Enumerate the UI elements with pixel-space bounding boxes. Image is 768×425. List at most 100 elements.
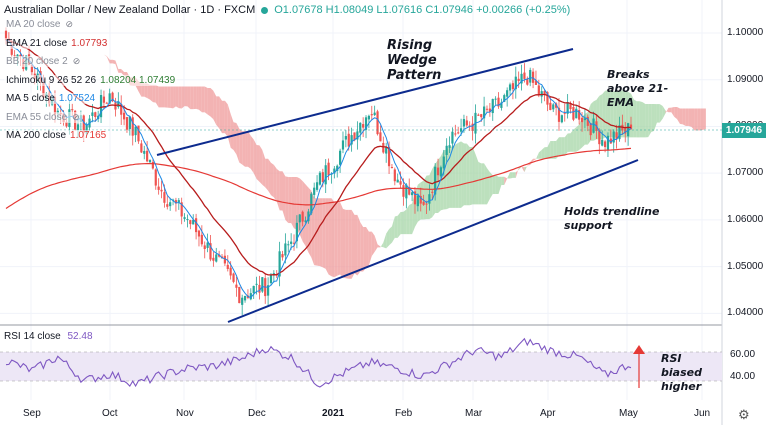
cloud-segment (576, 124, 580, 152)
cloud-segment (573, 127, 577, 152)
candle (523, 63, 526, 83)
cloud-segment (636, 101, 640, 138)
cloud-segment (510, 172, 513, 179)
candle (356, 121, 359, 150)
candle (390, 164, 394, 169)
candle (261, 277, 264, 293)
candle (186, 214, 189, 228)
symbol-title[interactable]: Australian Dollar / New Zealand Dollar ·… (4, 4, 256, 16)
cloud-segment (391, 216, 395, 243)
candle (324, 159, 327, 193)
candle (252, 285, 255, 299)
cloud-segment (553, 140, 557, 159)
candle (477, 113, 480, 116)
cloud-segment (233, 122, 237, 155)
eye-hidden-icon[interactable]: ⊘ (72, 111, 80, 122)
cloud-segment (478, 161, 482, 205)
eye-hidden-icon[interactable]: ⊘ (65, 19, 74, 29)
cloud-segment (360, 222, 364, 272)
indicator-legend-item[interactable]: MA 5 close 1.07524 (4, 93, 98, 104)
cloud-segment (651, 103, 655, 133)
candle (94, 111, 97, 122)
cloud-segment (475, 153, 479, 205)
cloud-segment (213, 90, 217, 125)
cloud-segment (242, 131, 246, 167)
cloud-segment (317, 198, 320, 267)
candle (281, 250, 284, 261)
chart-header: Australian Dollar / New Zealand Dollar ·… (4, 4, 570, 16)
indicator-name: EMA 21 close (6, 37, 68, 49)
cloud-segment (198, 86, 202, 113)
indicator-legend-item[interactable]: MA 200 close 1.07165 (4, 130, 109, 141)
candle (243, 295, 247, 303)
cloud-segment (342, 208, 346, 279)
cloud-segment (141, 83, 145, 97)
cloud-segment (374, 235, 378, 252)
rsi-arrow-head (633, 345, 645, 354)
cloud-segment (538, 149, 542, 159)
cloud-segment (394, 215, 398, 238)
cloud-segment (682, 108, 686, 126)
time-tick-label: Nov (176, 408, 194, 419)
ohlc-values: O1.07678 H1.08049 L1.07616 C1.07946 +0.0… (274, 4, 571, 16)
price-tick-label: 1.10000 (727, 27, 764, 39)
time-tick-label: Oct (102, 408, 118, 419)
indicator-legend-item[interactable]: EMA 55 close ⊘ (4, 111, 82, 123)
cloud-segment (247, 131, 251, 169)
cloud-segment (544, 147, 548, 159)
cloud-segment (201, 86, 205, 113)
cloud-segment (181, 86, 185, 109)
candle (148, 159, 152, 164)
cloud-segment (314, 198, 318, 266)
candle (454, 124, 457, 137)
indicator-name: MA 200 close (6, 130, 67, 141)
cloud-segment (458, 141, 462, 208)
indicator-legend-item[interactable]: EMA 21 close 1.07793 (4, 37, 110, 49)
cloud-segment (466, 143, 470, 206)
cloud-segment (654, 103, 657, 131)
cloud-segment (331, 198, 335, 278)
rsi-line (5, 337, 632, 388)
candle (235, 276, 238, 297)
candle (292, 234, 296, 251)
cloud-segment (426, 175, 430, 220)
cloud-segment (147, 83, 151, 100)
cloud-segment (253, 139, 257, 180)
cloud-segment (112, 59, 116, 65)
candle (517, 71, 520, 88)
time-tick-label: Mar (465, 408, 483, 419)
cloud-segment (204, 86, 208, 115)
cloud-segment (328, 198, 332, 277)
cloud-segment (279, 171, 283, 211)
cloud-segment (219, 96, 223, 134)
eye-hidden-icon[interactable]: ⊘ (72, 56, 81, 66)
cloud-segment (498, 176, 502, 195)
indicator-legend-item[interactable]: BB 20 close 2 ⊘ (4, 56, 83, 67)
candle (543, 89, 546, 102)
candle (304, 216, 307, 224)
cloud-segment (541, 147, 545, 159)
candle (313, 182, 316, 199)
candle (295, 215, 298, 249)
cloud-segment (677, 107, 680, 124)
cloud-segment (222, 100, 225, 134)
cloud-segment (688, 108, 692, 127)
price-tick-label: 1.09000 (727, 73, 764, 85)
indicator-legend-item[interactable]: Ichimoku 9 26 52 26 1.08204 1.07439 (4, 74, 178, 86)
gear-icon[interactable]: ⚙ (738, 407, 750, 422)
candle (344, 130, 347, 148)
cloud-segment (582, 113, 585, 148)
candle (379, 125, 382, 142)
candle (578, 101, 581, 125)
candle (575, 105, 578, 119)
indicator-legend-item[interactable]: MA 20 close ⊘ (4, 19, 76, 30)
candle (393, 167, 396, 186)
cloud-segment (345, 209, 349, 279)
cloud-segment (518, 167, 522, 170)
candle (385, 142, 388, 163)
cloud-segment (265, 158, 269, 191)
candle (157, 178, 160, 195)
candle (347, 126, 350, 151)
candle (327, 158, 330, 181)
cloud-segment (291, 177, 295, 229)
